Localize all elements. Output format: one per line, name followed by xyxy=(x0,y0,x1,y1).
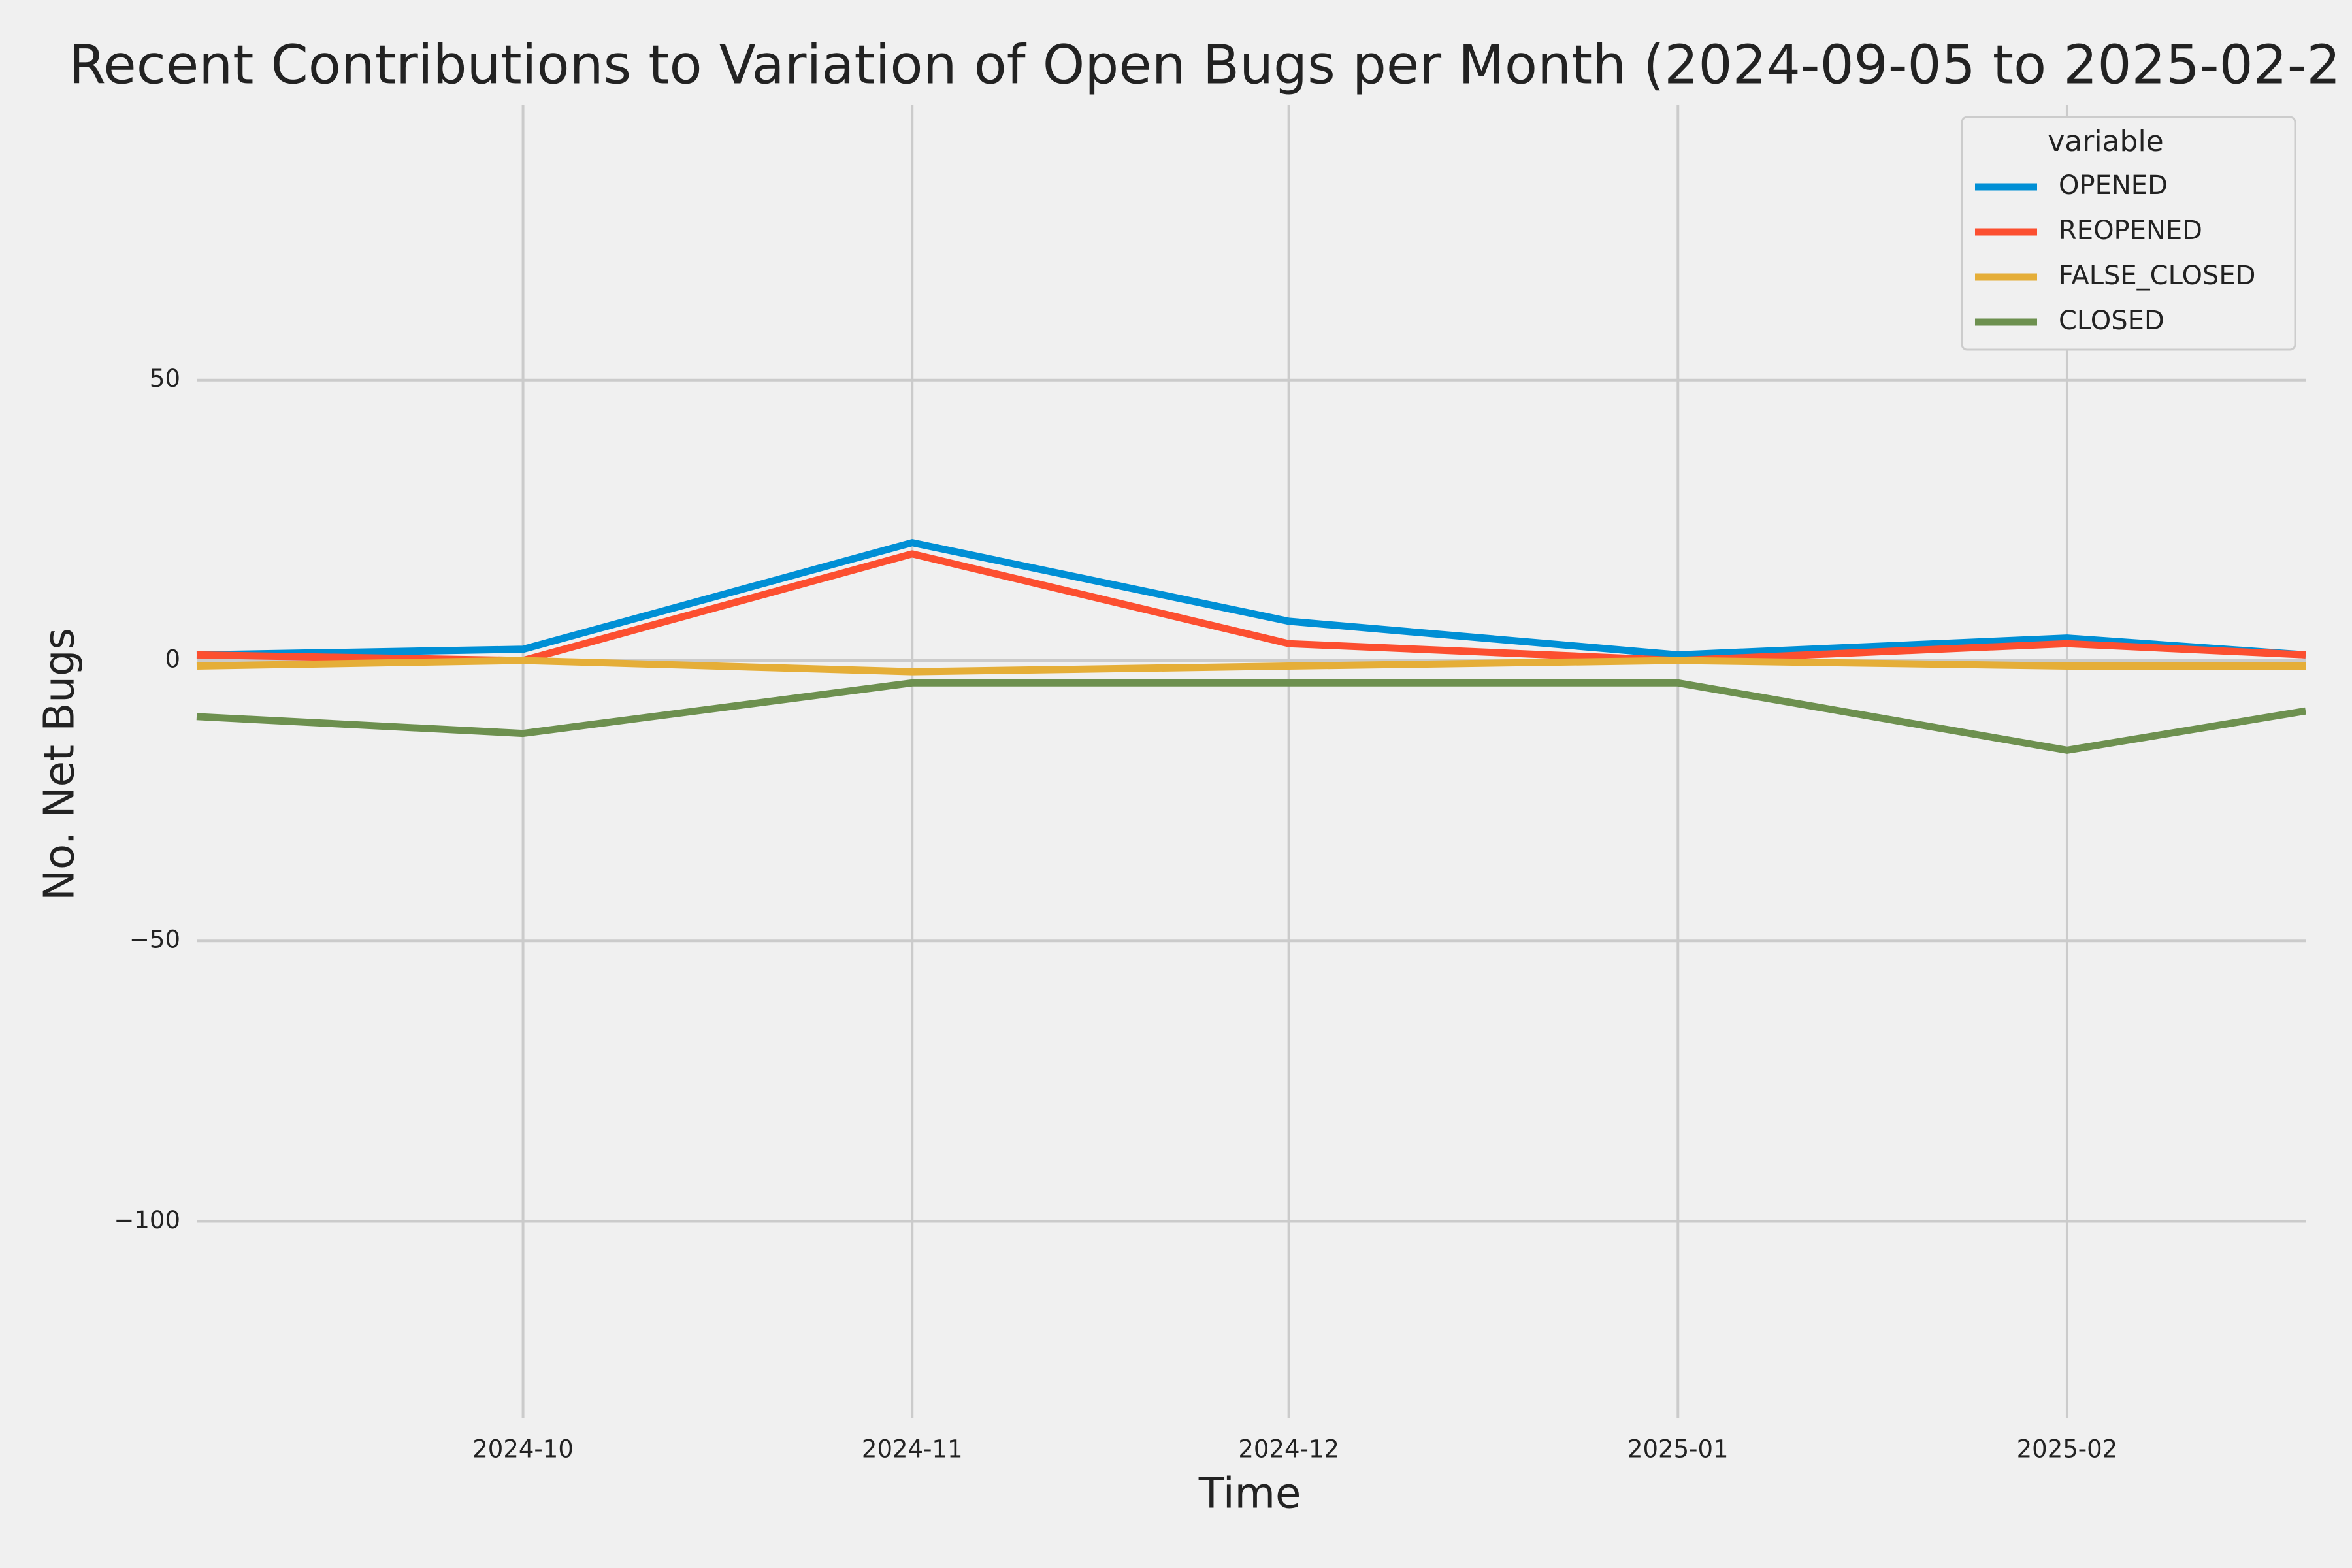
y-tick-label: −100 xyxy=(114,1206,180,1234)
x-axis-label: Time xyxy=(1198,1470,1301,1518)
series-line xyxy=(196,679,2306,754)
y-tick-label: −50 xyxy=(129,926,180,954)
legend-box xyxy=(1961,116,2296,351)
y-axis-label: No. Net Bugs xyxy=(36,628,84,901)
legend-label: FALSE_CLOSED xyxy=(2059,261,2255,291)
x-tick-label: 2024-11 xyxy=(862,1435,963,1463)
chart-title: Recent Contributions to Variation of Ope… xyxy=(69,34,2341,96)
x-tick-label: 2025-01 xyxy=(1627,1435,1729,1463)
x-tick-label: 2024-10 xyxy=(472,1435,574,1463)
y-tick-label: 0 xyxy=(165,645,180,673)
series-line xyxy=(196,539,2306,659)
x-tick-label: 2025-02 xyxy=(2017,1435,2118,1463)
legend-label: CLOSED xyxy=(2059,306,2164,336)
legend-label: REOPENED xyxy=(2059,216,2202,246)
legend-title: variable xyxy=(2048,125,2164,158)
series-line xyxy=(196,657,2306,676)
series-line xyxy=(196,550,2306,664)
x-tick-label: 2024-12 xyxy=(1238,1435,1339,1463)
y-tick-label: 50 xyxy=(150,365,180,393)
legend-label: OPENED xyxy=(2059,171,2168,201)
